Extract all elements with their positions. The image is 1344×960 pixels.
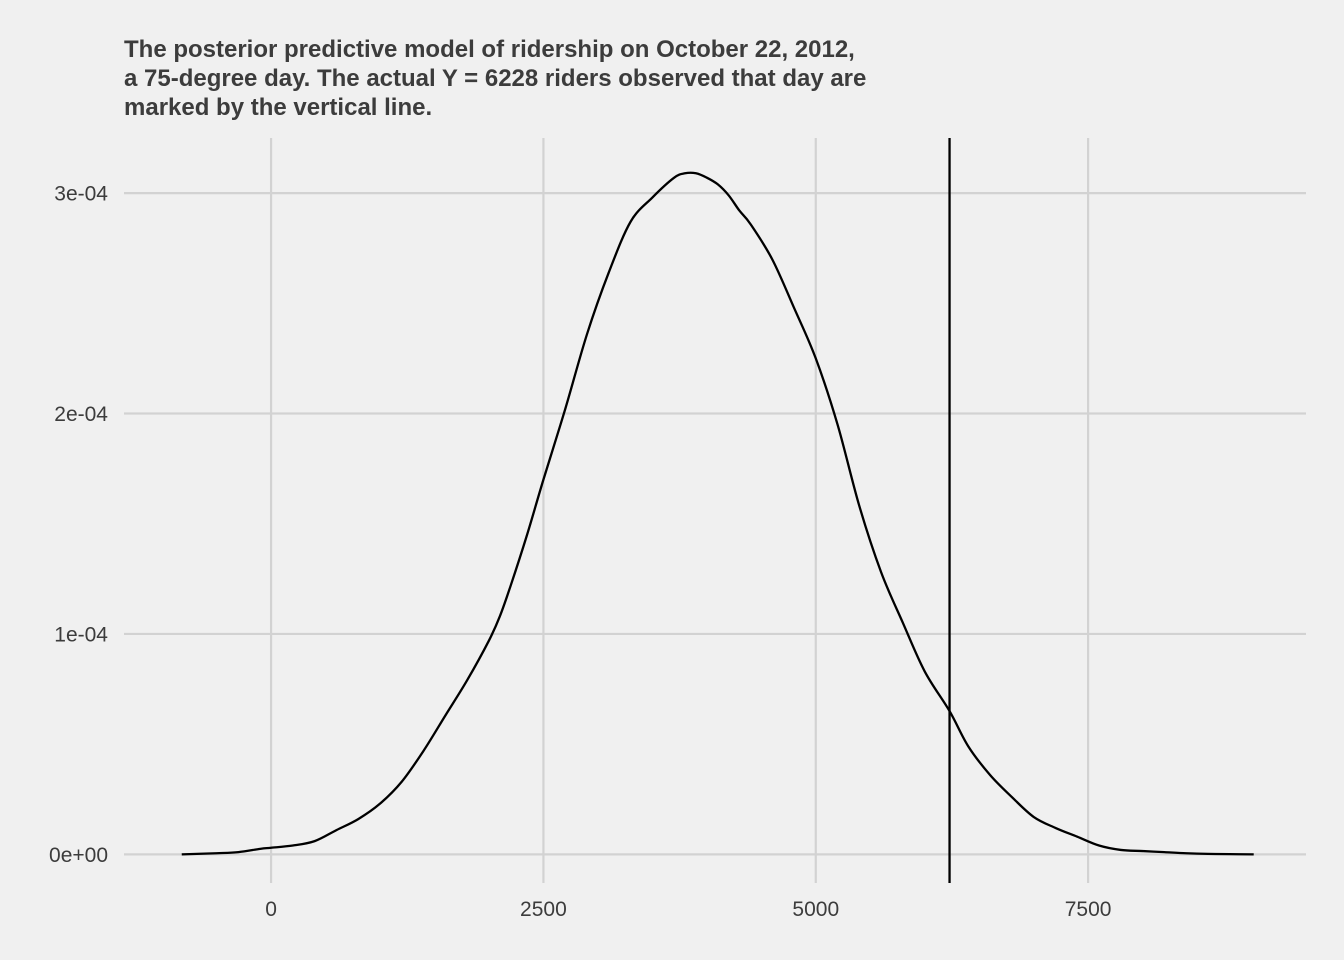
chart-title: The posterior predictive model of riders… [124,36,866,121]
x-tick-label: 5000 [792,898,839,921]
x-tick-label: 0 [265,898,277,921]
x-tick-label: 2500 [520,898,567,921]
series-layer [181,171,1254,856]
y-tick-label: 3e-04 [54,183,108,206]
density-curve [181,171,1254,856]
y-tick-label: 2e-04 [54,403,108,426]
grid [124,138,1306,883]
chart-title-line-2: a 75-degree day. The actual Y = 6228 rid… [124,65,866,92]
chart-title-line-3: marked by the vertical line. [124,94,432,121]
y-tick-label: 1e-04 [54,623,108,646]
x-tick-label: 7500 [1065,898,1112,921]
y-tick-label: 0e+00 [49,844,108,867]
axis-tick-labels: 0 2500 5000 7500 0e+00 1e-04 2e-04 3e-04 [49,183,1111,921]
chart-title-line-1: The posterior predictive model of riders… [124,36,855,63]
